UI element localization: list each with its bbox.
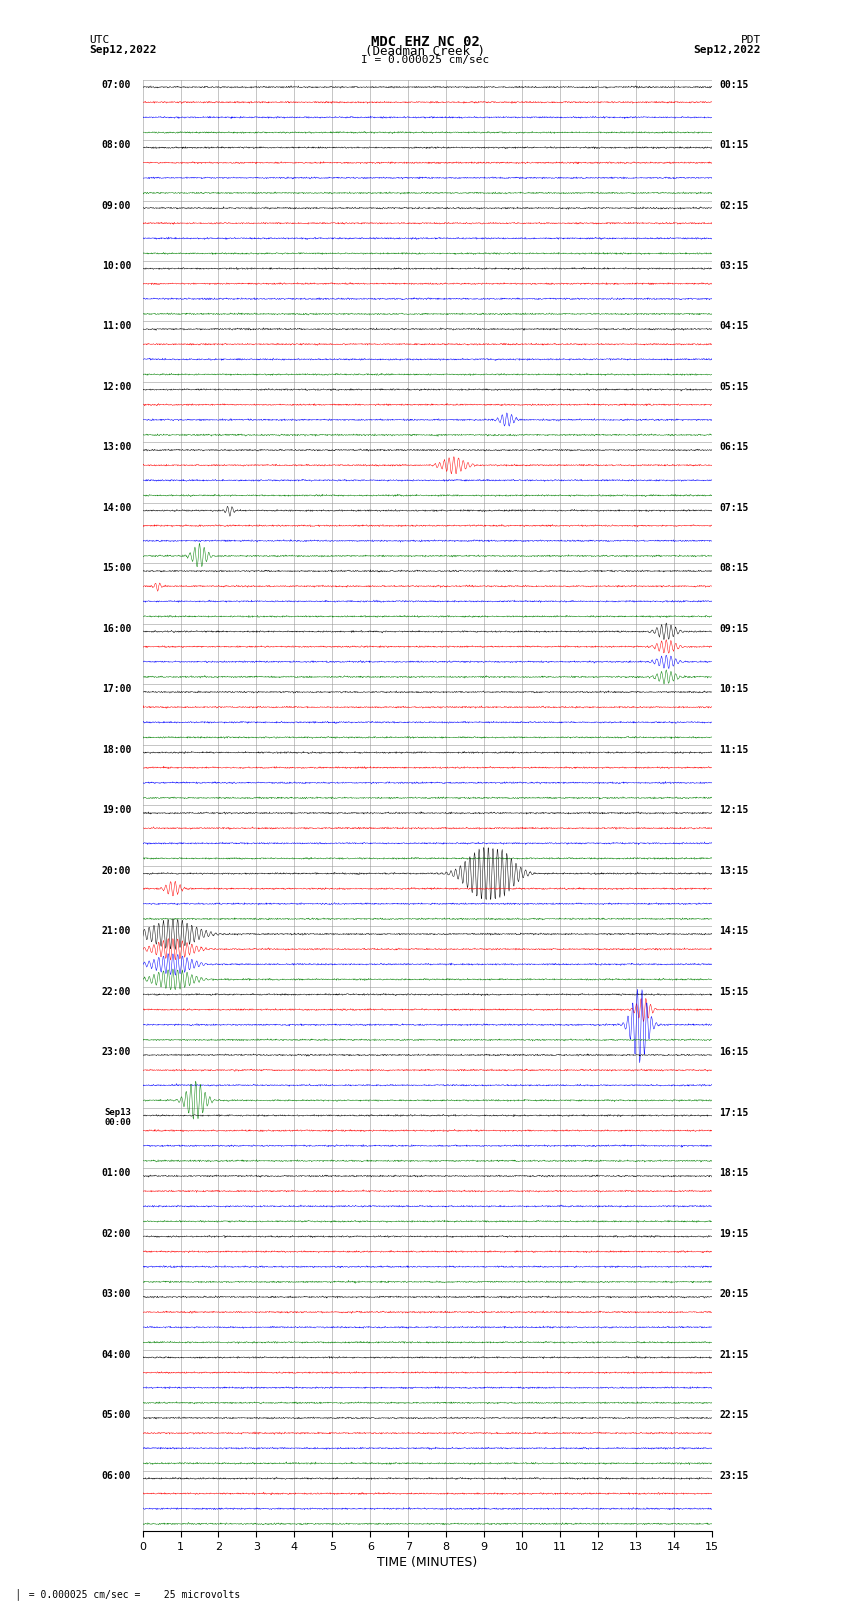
Text: 15:15: 15:15 xyxy=(719,987,749,997)
Text: 19:00: 19:00 xyxy=(102,805,131,816)
Text: 08:15: 08:15 xyxy=(719,563,749,574)
Text: 16:15: 16:15 xyxy=(719,1047,749,1058)
Text: MDC EHZ NC 02: MDC EHZ NC 02 xyxy=(371,35,479,50)
Text: I = 0.000025 cm/sec: I = 0.000025 cm/sec xyxy=(361,55,489,65)
Text: 13:00: 13:00 xyxy=(102,442,131,453)
Text: 01:15: 01:15 xyxy=(719,140,749,150)
Text: 23:00: 23:00 xyxy=(102,1047,131,1058)
Text: UTC: UTC xyxy=(89,35,110,45)
Text: 05:00: 05:00 xyxy=(102,1410,131,1421)
Text: 16:00: 16:00 xyxy=(102,624,131,634)
Text: 04:15: 04:15 xyxy=(719,321,749,332)
Text: 21:00: 21:00 xyxy=(102,926,131,937)
Text: 00:15: 00:15 xyxy=(719,79,749,89)
Text: 10:15: 10:15 xyxy=(719,684,749,695)
Text: 07:15: 07:15 xyxy=(719,503,749,513)
Text: 11:15: 11:15 xyxy=(719,745,749,755)
Text: 06:00: 06:00 xyxy=(102,1471,131,1481)
X-axis label: TIME (MINUTES): TIME (MINUTES) xyxy=(377,1557,478,1569)
Text: 05:15: 05:15 xyxy=(719,382,749,392)
Text: 17:00: 17:00 xyxy=(102,684,131,695)
Text: 02:15: 02:15 xyxy=(719,200,749,211)
Text: 12:15: 12:15 xyxy=(719,805,749,816)
Text: 06:15: 06:15 xyxy=(719,442,749,453)
Text: 14:00: 14:00 xyxy=(102,503,131,513)
Text: 22:15: 22:15 xyxy=(719,1410,749,1421)
Text: 12:00: 12:00 xyxy=(102,382,131,392)
Text: 21:15: 21:15 xyxy=(719,1350,749,1360)
Text: 18:00: 18:00 xyxy=(102,745,131,755)
Text: 22:00: 22:00 xyxy=(102,987,131,997)
Text: 09:00: 09:00 xyxy=(102,200,131,211)
Text: 10:00: 10:00 xyxy=(102,261,131,271)
Text: 09:15: 09:15 xyxy=(719,624,749,634)
Text: 02:00: 02:00 xyxy=(102,1229,131,1239)
Text: 14:15: 14:15 xyxy=(719,926,749,937)
Text: 23:15: 23:15 xyxy=(719,1471,749,1481)
Text: 17:15: 17:15 xyxy=(719,1108,749,1118)
Text: 20:15: 20:15 xyxy=(719,1289,749,1300)
Text: 08:00: 08:00 xyxy=(102,140,131,150)
Text: (Deadman Creek ): (Deadman Creek ) xyxy=(365,45,485,58)
Text: 03:15: 03:15 xyxy=(719,261,749,271)
Text: 13:15: 13:15 xyxy=(719,866,749,876)
Text: 18:15: 18:15 xyxy=(719,1168,749,1179)
Text: PDT: PDT xyxy=(740,35,761,45)
Text: Sep12,2022: Sep12,2022 xyxy=(694,45,761,55)
Text: ▏ = 0.000025 cm/sec =    25 microvolts: ▏ = 0.000025 cm/sec = 25 microvolts xyxy=(17,1589,241,1600)
Text: 11:00: 11:00 xyxy=(102,321,131,332)
Text: 04:00: 04:00 xyxy=(102,1350,131,1360)
Text: 20:00: 20:00 xyxy=(102,866,131,876)
Text: 15:00: 15:00 xyxy=(102,563,131,574)
Text: Sep12,2022: Sep12,2022 xyxy=(89,45,156,55)
Text: 01:00: 01:00 xyxy=(102,1168,131,1179)
Text: Sep13
00:00: Sep13 00:00 xyxy=(105,1108,131,1127)
Text: 03:00: 03:00 xyxy=(102,1289,131,1300)
Text: 07:00: 07:00 xyxy=(102,79,131,89)
Text: 19:15: 19:15 xyxy=(719,1229,749,1239)
